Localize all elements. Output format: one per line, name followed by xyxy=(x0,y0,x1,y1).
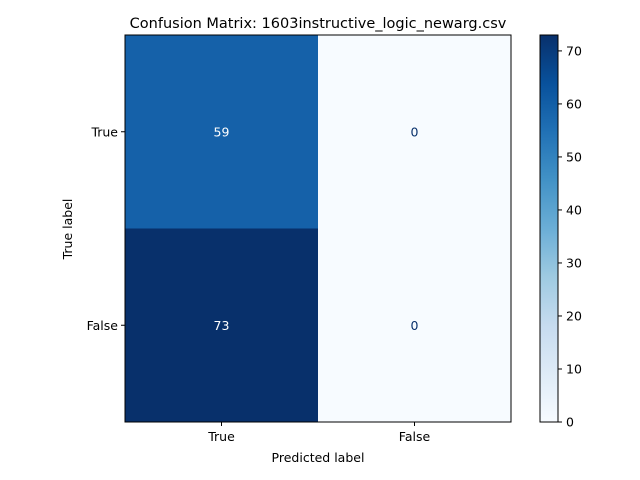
x-tick-label: False xyxy=(399,429,431,444)
x-tick-label: True xyxy=(207,429,235,444)
colorbar xyxy=(539,34,559,423)
colorbar-tick-label: 70 xyxy=(566,43,582,58)
y-tick-label: False xyxy=(87,318,119,333)
colorbar-tick-label: 30 xyxy=(566,255,582,270)
cell-value-label: 73 xyxy=(214,318,230,333)
heatmap-cell xyxy=(318,35,511,229)
colorbar-tick-label: 0 xyxy=(566,415,574,430)
cell-value-label: 0 xyxy=(411,318,419,333)
y-tick-label: True xyxy=(90,124,118,139)
colorbar-tick-label: 40 xyxy=(566,202,582,217)
heatmap-cell xyxy=(125,35,318,229)
colorbar-tick-label: 10 xyxy=(566,361,582,376)
x-axis-label: Predicted label xyxy=(272,450,365,465)
heatmap-cell xyxy=(125,228,318,422)
cell-value-label: 0 xyxy=(411,124,419,139)
colorbar-tick-label: 50 xyxy=(566,149,582,164)
y-axis-label: True label xyxy=(60,199,75,261)
cell-value-label: 59 xyxy=(214,124,230,139)
heatmap-cell xyxy=(318,228,511,422)
plot-frame xyxy=(124,34,512,423)
colorbar-tick-label: 20 xyxy=(566,308,582,323)
chart-title: Confusion Matrix: 1603instructive_logic_… xyxy=(130,16,507,32)
colorbar-tick-label: 60 xyxy=(566,96,582,111)
